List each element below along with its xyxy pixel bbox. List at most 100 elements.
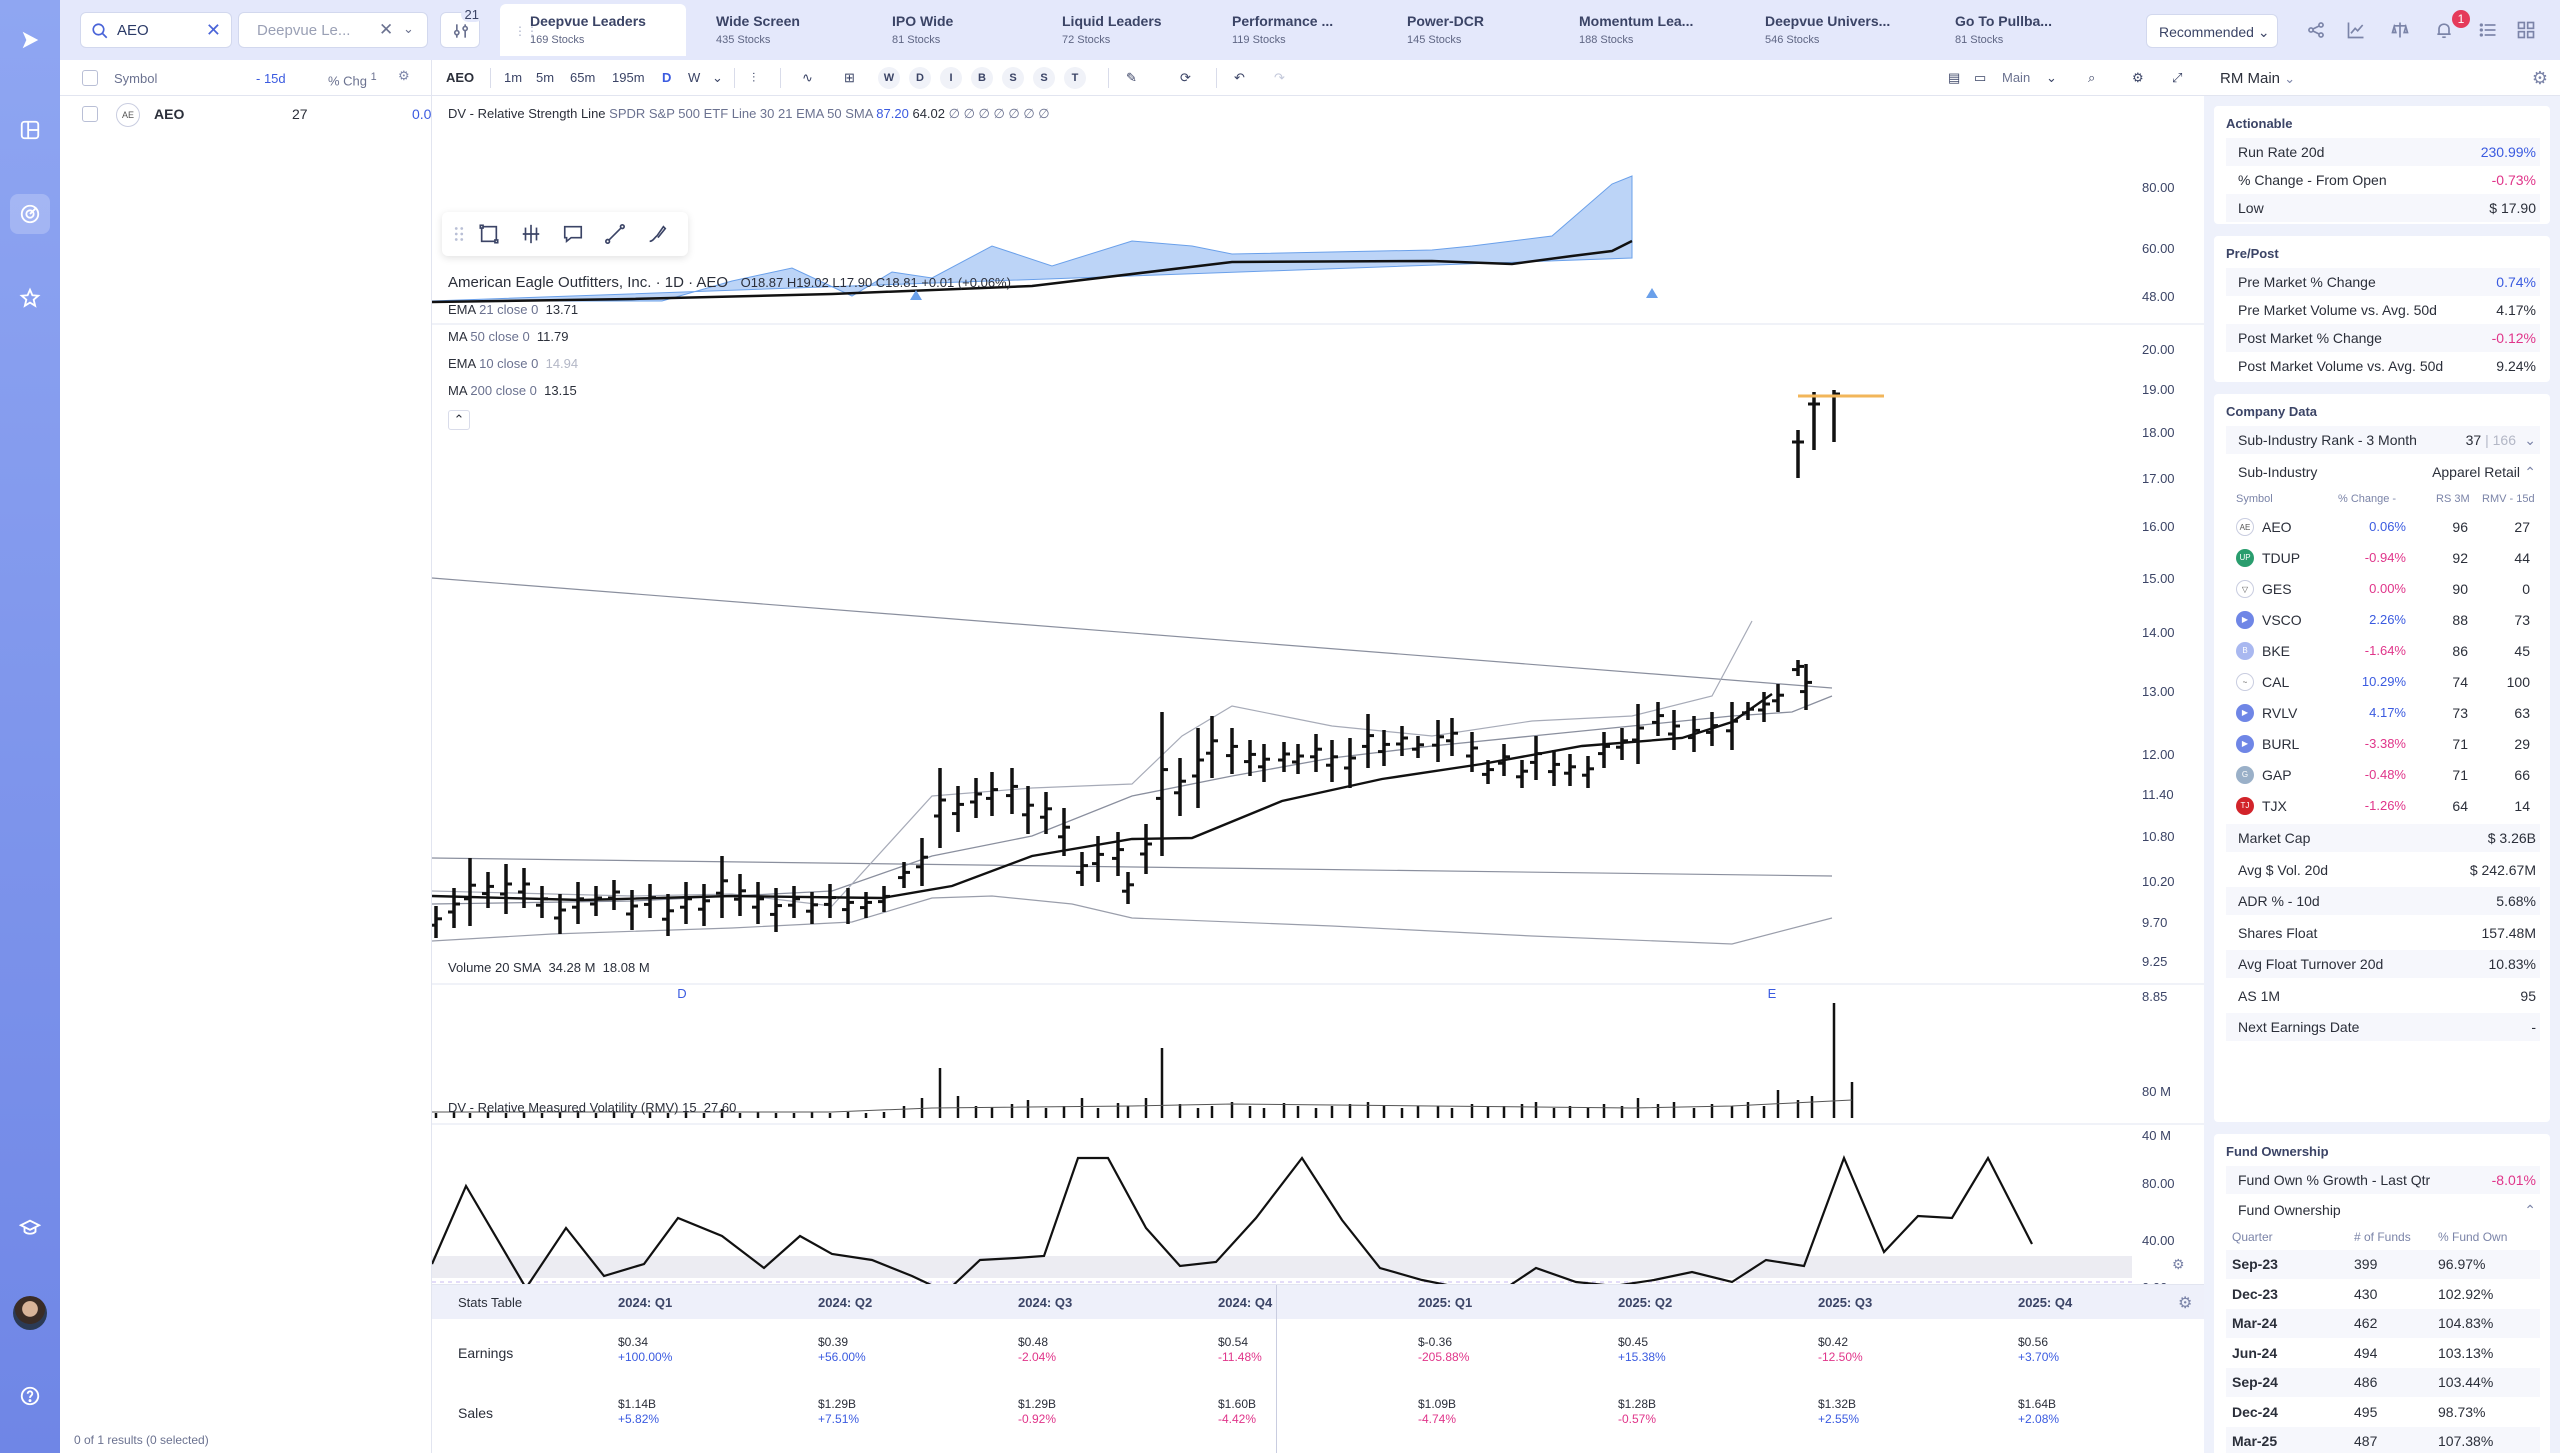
undo-icon[interactable]: ↶ bbox=[1234, 70, 1245, 85]
interval-d[interactable]: D bbox=[662, 70, 672, 85]
tab-deepvue-leaders[interactable]: ⋮⋮ Deepvue Leaders 169 Stocks bbox=[500, 4, 686, 56]
industry-peer-row[interactable]: ▽ GES 0.00% 90 0 bbox=[2226, 574, 2540, 605]
collapse-legend-button[interactable]: ⌃ bbox=[448, 410, 470, 430]
radar-icon[interactable] bbox=[10, 194, 50, 234]
fullscreen-icon[interactable]: ⤢ bbox=[2172, 70, 2183, 85]
row-checkbox[interactable] bbox=[82, 106, 98, 122]
tab-deepvue-universe[interactable]: Deepvue Univers... 546 Stocks bbox=[1735, 4, 1925, 56]
earnings-growth: -205.88% bbox=[1418, 1350, 1470, 1364]
column-symbol[interactable]: Symbol bbox=[114, 71, 158, 86]
zoom-icon[interactable]: ⌕ bbox=[2088, 70, 2096, 85]
period-button[interactable]: B bbox=[971, 67, 993, 89]
help-icon[interactable] bbox=[10, 1376, 50, 1416]
chart-symbol[interactable]: AEO bbox=[446, 70, 475, 85]
bell-icon[interactable] bbox=[2430, 16, 2458, 44]
sales-value: $1.14B bbox=[618, 1397, 657, 1411]
indicators-icon[interactable]: ∿ bbox=[802, 70, 813, 85]
chevron-down-icon[interactable]: ⌄ bbox=[2046, 70, 2057, 85]
fund-ownership-toggle[interactable]: Fund Ownership ⌃ bbox=[2226, 1196, 2540, 1224]
folder-icon[interactable]: ▭ bbox=[1974, 70, 1987, 85]
column-rmv[interactable]: - 15d bbox=[256, 71, 286, 86]
industry-peer-row[interactable]: AE AEO 0.06% 96 27 bbox=[2226, 512, 2540, 543]
dashboard-icon[interactable] bbox=[10, 110, 50, 150]
filter-count-badge: 21 bbox=[460, 7, 483, 22]
industry-peer-row[interactable]: TJ TJX -1.26% 64 14 bbox=[2226, 791, 2540, 822]
share-icon[interactable] bbox=[2302, 16, 2330, 44]
interval-65m[interactable]: 65m bbox=[570, 70, 596, 85]
chart-settings-icon[interactable]: ⚙ bbox=[2172, 1256, 2185, 1272]
period-button[interactable]: W bbox=[878, 67, 900, 89]
data-row: Shares Float 157.48M bbox=[2226, 919, 2540, 947]
clear-search-icon[interactable]: ✕ bbox=[205, 20, 221, 40]
tab-performance[interactable]: Performance ... 119 Stocks bbox=[1202, 4, 1377, 56]
scale-icon[interactable] bbox=[2386, 16, 2414, 44]
redo-icon[interactable]: ↷ bbox=[1274, 70, 1285, 85]
rmv-param: 15 bbox=[682, 1100, 697, 1115]
panel-title[interactable]: RM Main ⌄ bbox=[2220, 70, 2295, 87]
industry-peer-row[interactable]: B BKE -1.64% 86 45 bbox=[2226, 636, 2540, 667]
grid-icon[interactable] bbox=[2512, 16, 2540, 44]
drag-handle-icon[interactable] bbox=[448, 223, 470, 245]
brush-tool-icon[interactable] bbox=[646, 223, 668, 245]
watchlist-row[interactable]: AE AEO 27 0.0 bbox=[60, 96, 431, 132]
fund-row: Dec-23 430 102.92% bbox=[2226, 1280, 2540, 1309]
sub-industry[interactable]: Sub-Industry Apparel Retail ⌃ bbox=[2226, 458, 2540, 486]
comment-tool-icon[interactable] bbox=[562, 223, 584, 245]
industry-peer-row[interactable]: ▶ VSCO 2.26% 88 73 bbox=[2226, 605, 2540, 636]
filter-button[interactable]: 21 bbox=[440, 7, 483, 48]
industry-peer-row[interactable]: ▶ BURL -3.38% 71 29 bbox=[2226, 729, 2540, 760]
line-chart-icon[interactable] bbox=[2342, 16, 2370, 44]
industry-peer-row[interactable]: ~ CAL 10.29% 74 100 bbox=[2226, 667, 2540, 698]
chevron-down-icon[interactable]: ⌄ bbox=[2524, 432, 2536, 448]
app-logo-icon[interactable] bbox=[10, 20, 50, 60]
list-icon[interactable] bbox=[2474, 16, 2502, 44]
tab-ipo-wide[interactable]: IPO Wide 81 Stocks bbox=[862, 4, 1032, 56]
settings-icon[interactable]: ⚙ bbox=[2132, 70, 2144, 85]
stats-gear-icon[interactable]: ⚙ bbox=[2178, 1295, 2193, 1312]
draw-icon[interactable]: ✎ bbox=[1126, 70, 1137, 85]
select-all-checkbox[interactable] bbox=[82, 70, 98, 86]
period-button[interactable]: S bbox=[1002, 67, 1024, 89]
industry-peer-row[interactable]: UP TDUP -0.94% 92 44 bbox=[2226, 543, 2540, 574]
period-button[interactable]: I bbox=[940, 67, 962, 89]
period-button[interactable]: D bbox=[909, 67, 931, 89]
refresh-icon[interactable]: ⟳ bbox=[1180, 70, 1191, 85]
star-icon[interactable] bbox=[10, 278, 50, 318]
peer-symbol: CAL bbox=[2262, 674, 2290, 690]
learn-icon[interactable] bbox=[10, 1208, 50, 1248]
industry-peer-row[interactable]: ▶ RVLV 4.17% 73 63 bbox=[2226, 698, 2540, 729]
peer-logo: AE bbox=[2236, 518, 2254, 536]
drag-handle-icon[interactable]: ⋮⋮ bbox=[514, 24, 538, 38]
interval-5m[interactable]: 5m bbox=[536, 70, 555, 85]
industry-peer-row[interactable]: G GAP -0.48% 71 66 bbox=[2226, 760, 2540, 791]
search-input[interactable]: AEO ✕ bbox=[80, 12, 232, 48]
interval-w[interactable]: W bbox=[688, 70, 701, 85]
price-chart[interactable]: 80.00 60.00 48.00 20.00 19.00 18.00 17.00 16.00… bbox=[432, 96, 2204, 1284]
tab-power-dcr[interactable]: Power-DCR 145 Stocks bbox=[1377, 4, 1549, 56]
user-avatar[interactable] bbox=[13, 1296, 47, 1330]
layout-name[interactable]: Main bbox=[2002, 70, 2031, 85]
interval-195m[interactable]: 195m bbox=[612, 70, 645, 85]
panel-gear-icon[interactable]: ⚙ bbox=[2531, 68, 2548, 88]
fib-tool-icon[interactable] bbox=[520, 223, 542, 245]
gear-icon[interactable]: ⚙ bbox=[398, 68, 410, 83]
clear-watchlist-icon[interactable]: ✕ bbox=[379, 20, 394, 39]
tab-go-to-pullback[interactable]: Go To Pullba... 81 Stocks bbox=[1925, 4, 2105, 56]
templates-icon[interactable]: ⊞ bbox=[844, 70, 855, 85]
column-change[interactable]: % Chg 1 bbox=[328, 71, 377, 88]
period-button[interactable]: T bbox=[1064, 67, 1086, 89]
recommended-select[interactable]: Recommended ⌄ bbox=[2146, 14, 2278, 48]
sales-growth: -0.92% bbox=[1018, 1412, 1057, 1426]
layout-icon[interactable]: ▤ bbox=[1948, 70, 1961, 85]
tab-liquid-leaders[interactable]: Liquid Leaders 72 Stocks bbox=[1032, 4, 1202, 56]
watchlist-select[interactable]: Deepvue Le... ✕ ⌄ bbox=[238, 12, 428, 48]
rectangle-tool-icon[interactable] bbox=[478, 223, 500, 245]
trend-line-tool-icon[interactable] bbox=[604, 223, 626, 245]
tab-wide-screen[interactable]: Wide Screen 435 Stocks bbox=[686, 4, 870, 56]
tab-momentum-leaders[interactable]: Momentum Lea... 188 Stocks bbox=[1549, 4, 1735, 56]
interval-1m[interactable]: 1m bbox=[504, 70, 523, 85]
period-button[interactable]: S bbox=[1033, 67, 1055, 89]
chevron-down-icon[interactable]: ⌄ bbox=[712, 70, 723, 85]
bar-style-icon[interactable]: ⫶ bbox=[752, 70, 756, 85]
watchlist-tabs: ⋮⋮ Deepvue Leaders 169 Stocks Wide Screen 4… bbox=[500, 4, 2120, 56]
